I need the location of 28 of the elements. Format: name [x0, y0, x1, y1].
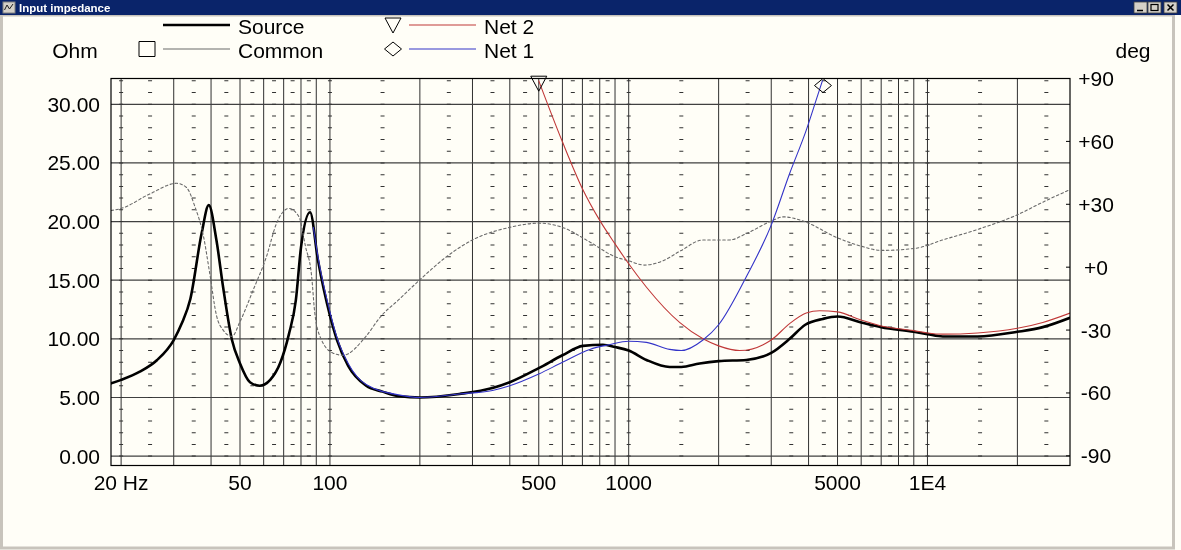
- y2-tick-label: +90: [1078, 67, 1114, 90]
- y-tick-label: 30.00: [47, 92, 100, 116]
- x-tick-label: 1E4: [908, 471, 947, 494]
- legend-label: Common: [238, 38, 324, 62]
- x-tick-label: 5000: [814, 471, 861, 494]
- x-tick-label: 20 Hz: [93, 471, 149, 494]
- y-tick-label: 0.00: [59, 444, 100, 468]
- y-tick-label: 5.00: [59, 385, 100, 409]
- y2-tick-label: -90: [1080, 444, 1112, 468]
- y2-tick-label: +60: [1078, 129, 1114, 153]
- y-tick-label: 20.00: [47, 210, 100, 234]
- y-tick-label: 10.00: [47, 327, 100, 351]
- x-tick-label: 50: [228, 471, 252, 494]
- y2-axis-title: deg: [1115, 38, 1151, 62]
- legend-label: Net 2: [484, 14, 535, 38]
- y2-tick-label: -60: [1080, 381, 1112, 405]
- x-tick-label: 100: [312, 471, 348, 494]
- x-tick-label: 500: [521, 471, 557, 494]
- chart-title: Input impedance: [19, 1, 111, 14]
- y-axis-title: Ohm: [52, 38, 98, 62]
- y-tick-label: 15.00: [47, 268, 100, 292]
- y-tick-label: 25.00: [47, 151, 100, 175]
- x-tick-label: 1000: [605, 471, 653, 494]
- legend-label: Source: [238, 14, 305, 38]
- y2-tick-label: +0: [1084, 255, 1108, 279]
- y2-tick-label: -30: [1080, 318, 1112, 342]
- legend-label: Net 1: [484, 38, 535, 62]
- y2-tick-label: +30: [1078, 192, 1114, 216]
